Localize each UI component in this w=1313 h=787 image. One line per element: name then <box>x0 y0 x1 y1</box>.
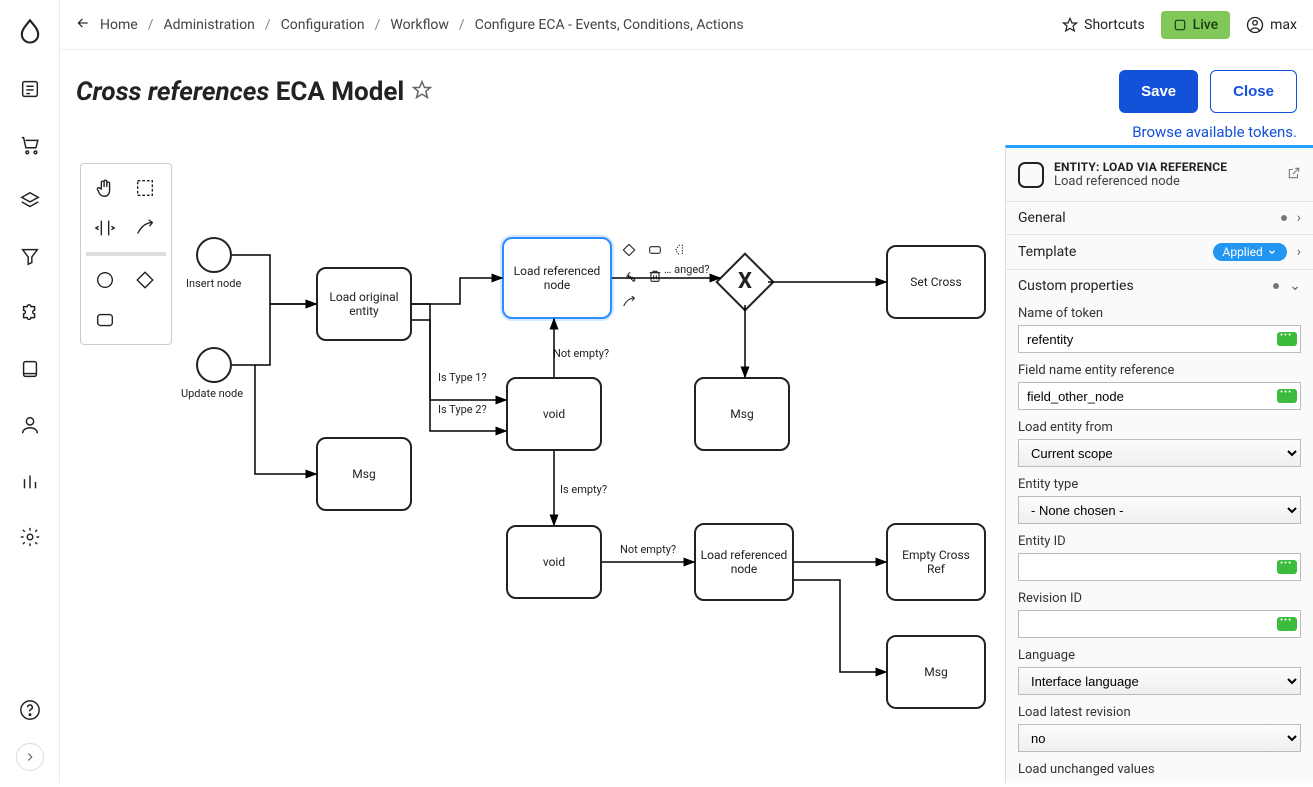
field-label: Entity type <box>1018 477 1301 492</box>
entity-id-input[interactable] <box>1018 553 1301 581</box>
properties-panel: ENTITY: LOAD VIA REFERENCE Load referenc… <box>1005 145 1313 783</box>
field-label: Revision ID <box>1018 591 1301 606</box>
reports-icon[interactable] <box>19 470 41 496</box>
save-button[interactable]: Save <box>1119 70 1198 113</box>
breadcrumb-item[interactable]: Configure ECA - Events, Conditions, Acti… <box>475 17 744 33</box>
template-applied-badge[interactable]: Applied <box>1213 243 1287 261</box>
field-label: Field name entity reference <box>1018 363 1301 378</box>
funnel-icon[interactable] <box>19 246 41 272</box>
latest-revision-select[interactable]: no <box>1018 724 1301 752</box>
breadcrumb-item[interactable]: Configuration <box>281 17 365 33</box>
props-title: ENTITY: LOAD VIA REFERENCE <box>1054 160 1277 174</box>
props-section-general[interactable]: General › <box>1006 201 1313 234</box>
cart-icon[interactable] <box>19 134 41 160</box>
user-menu[interactable]: max <box>1246 16 1297 34</box>
gear-icon[interactable] <box>19 526 41 552</box>
layers-icon[interactable] <box>19 190 41 216</box>
field-label: Name of token <box>1018 306 1301 321</box>
breadcrumb: Home / Administration / Configuration / … <box>76 16 744 34</box>
config-badge-icon[interactable] <box>1277 389 1297 403</box>
puzzle-icon[interactable] <box>19 302 41 328</box>
shortcuts-button[interactable]: Shortcuts <box>1062 17 1145 33</box>
task-type-icon <box>1018 162 1044 188</box>
close-button[interactable]: Close <box>1210 70 1297 113</box>
load-entity-from-select[interactable]: Current scope <box>1018 439 1301 467</box>
field-label: Language <box>1018 648 1301 663</box>
admin-sidebar <box>0 0 60 783</box>
top-bar: Home / Administration / Configuration / … <box>60 0 1313 50</box>
name-of-token-input[interactable] <box>1018 325 1301 353</box>
config-badge-icon[interactable] <box>1277 617 1297 631</box>
content-icon[interactable] <box>19 78 41 104</box>
help-icon[interactable] <box>19 699 41 725</box>
star-icon[interactable] <box>412 80 432 104</box>
props-section-custom[interactable]: Custom properties ⌄ <box>1006 269 1313 302</box>
field-label: Load unchanged values <box>1018 762 1301 777</box>
field-label: Load entity from <box>1018 420 1301 435</box>
book-icon[interactable] <box>19 358 41 384</box>
back-icon[interactable] <box>76 16 90 34</box>
open-external-icon[interactable] <box>1287 166 1301 184</box>
language-select[interactable]: Interface language <box>1018 667 1301 695</box>
props-subtitle: Load referenced node <box>1054 174 1277 189</box>
revision-id-input[interactable] <box>1018 610 1301 638</box>
breadcrumb-item[interactable]: Workflow <box>390 17 449 33</box>
chevron-right-icon: › <box>1297 244 1301 260</box>
page-title: Cross references ECA Model <box>76 77 404 107</box>
props-header: ENTITY: LOAD VIA REFERENCE Load referenc… <box>1006 148 1313 201</box>
config-badge-icon[interactable] <box>1277 560 1297 574</box>
breadcrumb-home[interactable]: Home <box>100 17 138 33</box>
browse-tokens-link[interactable]: Browse available tokens. <box>60 123 1313 145</box>
config-badge-icon[interactable] <box>1277 332 1297 346</box>
breadcrumb-item[interactable]: Administration <box>163 17 254 33</box>
chevron-down-icon: ⌄ <box>1289 278 1301 294</box>
field-label: Entity ID <box>1018 534 1301 549</box>
bpmn-connections <box>60 145 1060 765</box>
entity-type-select[interactable]: - None chosen - <box>1018 496 1301 524</box>
page-header: Cross references ECA Model Save Close <box>60 50 1313 123</box>
field-label: Load latest revision <box>1018 705 1301 720</box>
props-section-template[interactable]: Template Applied › <box>1006 234 1313 269</box>
field-reference-input[interactable] <box>1018 382 1301 410</box>
user-icon[interactable] <box>19 414 41 440</box>
collapse-sidebar-button[interactable] <box>16 743 44 771</box>
chevron-right-icon: › <box>1297 210 1301 226</box>
live-badge[interactable]: Live <box>1161 11 1230 39</box>
drupal-logo[interactable] <box>16 18 44 50</box>
